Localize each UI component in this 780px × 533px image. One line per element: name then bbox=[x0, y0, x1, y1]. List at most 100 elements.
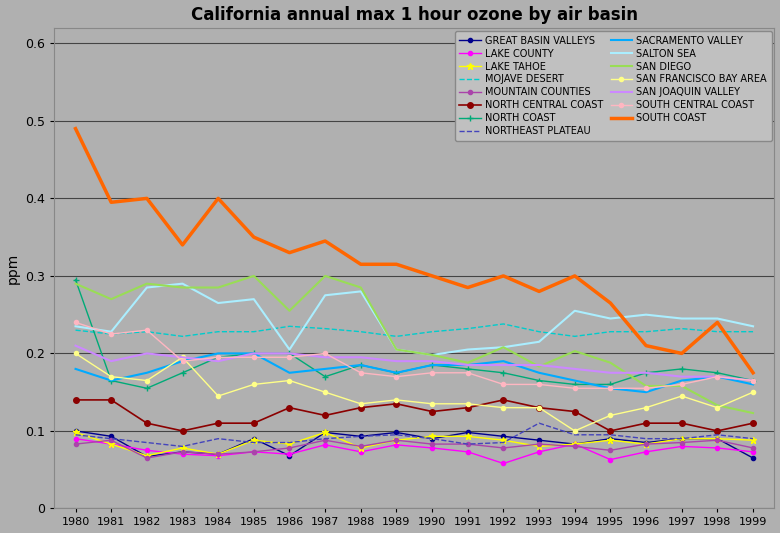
Line: NORTHEAST PLATEAU: NORTHEAST PLATEAU bbox=[76, 423, 753, 447]
SOUTH CENTRAL COAST bbox=[606, 385, 615, 391]
GREAT BASIN VALLEYS bbox=[641, 439, 651, 446]
SOUTH COAST bbox=[606, 300, 615, 306]
SALTON SEA bbox=[214, 300, 223, 306]
LAKE TAHOE bbox=[214, 451, 223, 457]
SAN JOAQUIN VALLEY bbox=[71, 343, 80, 349]
SOUTH COAST bbox=[498, 273, 508, 279]
MOJAVE DESERT bbox=[71, 327, 80, 333]
NORTH CENTRAL COAST bbox=[356, 405, 366, 411]
SOUTH CENTRAL COAST bbox=[427, 369, 437, 376]
SOUTH CENTRAL COAST bbox=[463, 369, 473, 376]
SOUTH CENTRAL COAST bbox=[677, 381, 686, 387]
SAN DIEGO bbox=[641, 383, 651, 389]
SOUTH COAST bbox=[570, 273, 580, 279]
MOUNTAIN COUNTIES bbox=[214, 451, 223, 457]
SOUTH COAST bbox=[677, 350, 686, 357]
SACRAMENTO VALLEY bbox=[214, 350, 223, 357]
SAN FRANCISCO BAY AREA bbox=[498, 405, 508, 411]
SACRAMENTO VALLEY bbox=[392, 369, 401, 376]
NORTHEAST PLATEAU bbox=[285, 439, 294, 446]
GREAT BASIN VALLEYS bbox=[677, 435, 686, 442]
SAN DIEGO bbox=[142, 280, 151, 287]
NORTH CENTRAL COAST bbox=[71, 397, 80, 403]
LAKE COUNTY bbox=[570, 441, 580, 447]
SACRAMENTO VALLEY bbox=[534, 369, 544, 376]
SALTON SEA bbox=[677, 316, 686, 322]
NORTH CENTRAL COAST bbox=[107, 397, 116, 403]
SAN JOAQUIN VALLEY bbox=[214, 358, 223, 365]
NORTHEAST PLATEAU bbox=[463, 441, 473, 447]
LAKE TAHOE bbox=[249, 437, 258, 443]
MOJAVE DESERT bbox=[142, 328, 151, 335]
Line: GREAT BASIN VALLEYS: GREAT BASIN VALLEYS bbox=[73, 429, 755, 460]
SOUTH CENTRAL COAST bbox=[534, 381, 544, 387]
SAN JOAQUIN VALLEY bbox=[321, 354, 330, 360]
MOJAVE DESERT bbox=[249, 328, 258, 335]
SAN JOAQUIN VALLEY bbox=[427, 358, 437, 365]
Title: California annual max 1 hour ozone by air basin: California annual max 1 hour ozone by ai… bbox=[191, 5, 638, 23]
SALTON SEA bbox=[71, 323, 80, 329]
SALTON SEA bbox=[321, 292, 330, 298]
SAN DIEGO bbox=[107, 296, 116, 302]
SOUTH CENTRAL COAST bbox=[713, 374, 722, 380]
NORTH CENTRAL COAST bbox=[748, 420, 757, 426]
NORTH CENTRAL COAST bbox=[392, 401, 401, 407]
NORTHEAST PLATEAU bbox=[427, 435, 437, 442]
Line: SAN FRANCISCO BAY AREA: SAN FRANCISCO BAY AREA bbox=[73, 351, 755, 433]
MOUNTAIN COUNTIES bbox=[285, 445, 294, 451]
MOJAVE DESERT bbox=[427, 328, 437, 335]
SALTON SEA bbox=[570, 308, 580, 314]
MOJAVE DESERT bbox=[534, 328, 544, 335]
SACRAMENTO VALLEY bbox=[677, 377, 686, 384]
LAKE TAHOE bbox=[677, 435, 686, 442]
SAN JOAQUIN VALLEY bbox=[285, 350, 294, 357]
MOJAVE DESERT bbox=[178, 333, 187, 340]
SOUTH COAST bbox=[285, 249, 294, 256]
LAKE TAHOE bbox=[71, 429, 80, 435]
SACRAMENTO VALLEY bbox=[356, 362, 366, 368]
NORTHEAST PLATEAU bbox=[606, 432, 615, 438]
NORTHEAST PLATEAU bbox=[713, 432, 722, 438]
SALTON SEA bbox=[498, 344, 508, 350]
LAKE COUNTY bbox=[713, 445, 722, 451]
NORTHEAST PLATEAU bbox=[107, 435, 116, 442]
LAKE COUNTY bbox=[427, 445, 437, 451]
SAN DIEGO bbox=[214, 284, 223, 290]
Line: SACRAMENTO VALLEY: SACRAMENTO VALLEY bbox=[76, 353, 753, 392]
SALTON SEA bbox=[249, 296, 258, 302]
SAN DIEGO bbox=[748, 410, 757, 416]
MOJAVE DESERT bbox=[606, 328, 615, 335]
LAKE TAHOE bbox=[570, 441, 580, 447]
NORTH CENTRAL COAST bbox=[142, 420, 151, 426]
Line: NORTH CENTRAL COAST: NORTH CENTRAL COAST bbox=[73, 397, 756, 434]
Line: SAN JOAQUIN VALLEY: SAN JOAQUIN VALLEY bbox=[76, 346, 753, 381]
SALTON SEA bbox=[285, 346, 294, 353]
SAN DIEGO bbox=[713, 402, 722, 408]
LAKE COUNTY bbox=[498, 461, 508, 467]
NORTH COAST bbox=[498, 369, 508, 376]
SALTON SEA bbox=[356, 288, 366, 295]
NORTHEAST PLATEAU bbox=[677, 435, 686, 442]
GREAT BASIN VALLEYS bbox=[107, 433, 116, 440]
SOUTH COAST bbox=[748, 369, 757, 376]
SAN FRANCISCO BAY AREA bbox=[107, 374, 116, 380]
SACRAMENTO VALLEY bbox=[107, 377, 116, 384]
LAKE TAHOE bbox=[142, 453, 151, 459]
LAKE TAHOE bbox=[463, 433, 473, 440]
NORTHEAST PLATEAU bbox=[392, 432, 401, 438]
SACRAMENTO VALLEY bbox=[748, 381, 757, 387]
NORTH COAST bbox=[713, 369, 722, 376]
NORTH CENTRAL COAST bbox=[713, 427, 722, 434]
SOUTH COAST bbox=[178, 241, 187, 248]
LAKE COUNTY bbox=[463, 449, 473, 455]
SAN FRANCISCO BAY AREA bbox=[285, 377, 294, 384]
SACRAMENTO VALLEY bbox=[249, 350, 258, 357]
MOUNTAIN COUNTIES bbox=[677, 439, 686, 446]
NORTHEAST PLATEAU bbox=[534, 420, 544, 426]
NORTHEAST PLATEAU bbox=[570, 432, 580, 438]
NORTHEAST PLATEAU bbox=[178, 443, 187, 450]
SAN JOAQUIN VALLEY bbox=[463, 362, 473, 368]
SAN JOAQUIN VALLEY bbox=[392, 358, 401, 365]
SACRAMENTO VALLEY bbox=[178, 358, 187, 365]
SOUTH COAST bbox=[641, 343, 651, 349]
